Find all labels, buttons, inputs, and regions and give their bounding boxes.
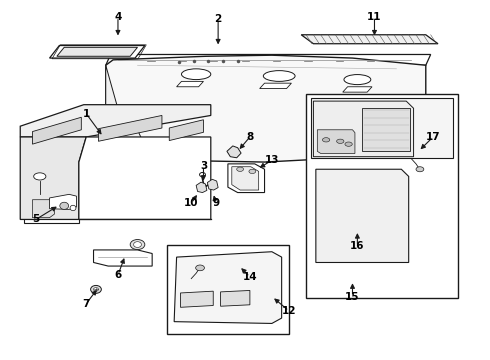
Polygon shape (207, 179, 218, 190)
Polygon shape (362, 108, 410, 151)
Polygon shape (404, 140, 421, 146)
Polygon shape (318, 130, 355, 153)
Polygon shape (314, 101, 414, 157)
Polygon shape (94, 250, 152, 266)
Ellipse shape (337, 139, 344, 143)
Polygon shape (180, 291, 213, 307)
Polygon shape (20, 105, 211, 137)
Text: 9: 9 (212, 198, 219, 208)
Ellipse shape (322, 138, 330, 142)
Text: 1: 1 (83, 109, 90, 119)
Polygon shape (260, 83, 292, 89)
Polygon shape (106, 54, 431, 65)
Ellipse shape (196, 265, 204, 271)
Ellipse shape (345, 142, 352, 146)
Text: 16: 16 (350, 241, 365, 251)
Ellipse shape (416, 167, 424, 172)
Ellipse shape (249, 169, 256, 174)
Polygon shape (32, 117, 81, 144)
Polygon shape (176, 81, 203, 87)
Polygon shape (174, 252, 282, 323)
Text: 6: 6 (114, 270, 122, 280)
Polygon shape (316, 169, 409, 262)
Polygon shape (79, 137, 211, 220)
Polygon shape (167, 244, 289, 334)
Ellipse shape (94, 288, 98, 291)
Text: 4: 4 (114, 12, 122, 22)
Polygon shape (49, 194, 76, 210)
Polygon shape (404, 126, 421, 132)
Text: 10: 10 (184, 198, 198, 208)
Text: 14: 14 (243, 272, 257, 282)
Polygon shape (57, 47, 138, 56)
Ellipse shape (134, 242, 142, 247)
Ellipse shape (91, 285, 101, 293)
Polygon shape (20, 137, 86, 220)
Ellipse shape (199, 172, 205, 177)
Polygon shape (49, 45, 145, 58)
Ellipse shape (70, 205, 76, 211)
Polygon shape (227, 146, 241, 158)
Text: 15: 15 (345, 292, 360, 302)
Text: 7: 7 (82, 299, 90, 309)
Polygon shape (220, 291, 250, 306)
Polygon shape (404, 112, 421, 117)
Text: 17: 17 (426, 132, 441, 142)
Text: 8: 8 (246, 132, 253, 142)
Polygon shape (301, 35, 438, 44)
Ellipse shape (34, 173, 46, 180)
Ellipse shape (181, 69, 211, 80)
Ellipse shape (130, 239, 145, 249)
Polygon shape (106, 55, 426, 162)
Text: 2: 2 (215, 14, 222, 24)
Polygon shape (311, 98, 453, 158)
Ellipse shape (344, 75, 371, 85)
Text: 5: 5 (32, 215, 40, 224)
Ellipse shape (263, 71, 295, 81)
Polygon shape (343, 87, 372, 92)
Polygon shape (98, 116, 162, 141)
Text: 12: 12 (282, 306, 296, 316)
Polygon shape (169, 120, 203, 140)
Polygon shape (32, 200, 54, 218)
Text: 13: 13 (265, 155, 279, 165)
Ellipse shape (60, 202, 69, 210)
Polygon shape (228, 164, 265, 193)
Ellipse shape (237, 167, 244, 171)
Text: 11: 11 (367, 12, 382, 22)
Polygon shape (24, 194, 79, 223)
Polygon shape (196, 182, 207, 193)
Text: 3: 3 (200, 161, 207, 171)
Polygon shape (106, 65, 143, 155)
Polygon shape (232, 167, 259, 190)
Polygon shape (306, 94, 458, 298)
